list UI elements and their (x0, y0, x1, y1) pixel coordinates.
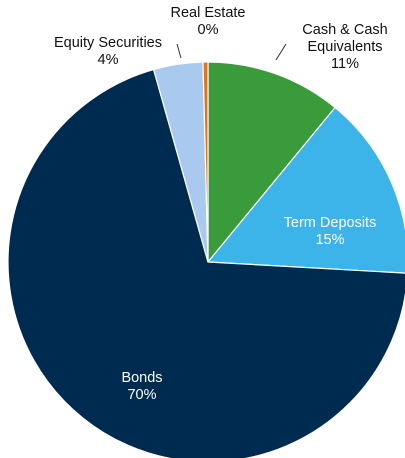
category-label: Cash & Cash Equivalents (302, 22, 388, 55)
slice (202, 61, 209, 263)
slice-label: Term Deposits 15% (265, 215, 395, 249)
value-label: 70% (127, 387, 157, 403)
category-label: Equity Securities (54, 35, 162, 51)
slice-label: Real Estate 0% (153, 5, 263, 39)
value-label: 4% (97, 52, 119, 68)
category-label: Real Estate (170, 5, 246, 21)
leader-line (176, 43, 182, 59)
pie (7, 61, 405, 458)
slice-label: Equity Securities 4% (33, 35, 183, 69)
slice (207, 61, 336, 264)
slice (7, 68, 405, 458)
value-label: 0% (197, 22, 219, 38)
slice (206, 106, 405, 274)
category-label: Term Deposits (283, 215, 377, 231)
slice-label: Bonds 70% (92, 370, 192, 404)
leader-line (275, 43, 287, 61)
category-label: Bonds (121, 370, 163, 386)
slice-label: Cash & Cash Equivalents 11% (290, 22, 400, 73)
value-label: 11% (331, 56, 359, 72)
value-label: 15% (315, 232, 345, 248)
